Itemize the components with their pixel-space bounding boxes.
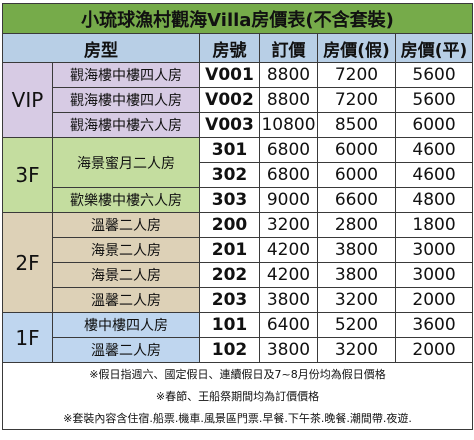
room-type-cell: 海景蜜月二人房: [52, 137, 200, 188]
list-price-cell: 3800: [259, 337, 318, 363]
room-type-cell: 觀海樓中樓四人房: [52, 62, 200, 88]
weekday-price-cell: 2000: [394, 287, 474, 313]
note-row: ※套裝內容含住宿.船票.機車.風景區門票.早餐.下午茶.晚餐.潮間帶.夜遊.: [1, 407, 474, 430]
holiday-price-cell: 3800: [317, 262, 396, 288]
table-row: 海景二人房 201 4200 3800 3000: [3, 237, 474, 263]
table-row: 3F 海景蜜月二人房 301 6800 6000 4600: [2, 137, 474, 213]
list-price-cell: 6800: [259, 137, 318, 163]
header-room-no: 房號: [199, 33, 260, 63]
table-row: 歡樂樓中樓六人房 303 9000 6600 4800: [3, 187, 474, 213]
group-label-1f: 1F: [2, 312, 53, 363]
room-code-cell: 202: [199, 262, 260, 288]
room-type-cell: 海景二人房: [52, 262, 200, 288]
header-room-type: 房型: [2, 33, 200, 63]
header-weekday-price: 房價(平): [394, 33, 474, 63]
list-price-cell: 3800: [259, 287, 318, 313]
note-festival-pricing: ※春節、王船祭期間均為訂價價格: [1, 385, 474, 407]
room-type-cell: 溫馨二人房: [52, 212, 200, 238]
list-price-cell: 4200: [259, 237, 318, 263]
list-price-cell: 3200: [259, 212, 318, 238]
header-holiday-price: 房價(假): [317, 33, 396, 63]
table-row: 溫馨二人房 203 3800 3200 2000: [3, 287, 474, 313]
table-row: 1F 樓中樓四人房 101 6400 5200 3600: [2, 312, 474, 363]
room-code-cell: 303: [199, 187, 260, 213]
room-code-cell: 201: [199, 237, 260, 263]
room-type-cell: 觀海樓中樓四人房: [52, 87, 200, 113]
weekday-price-cell: 1800: [394, 212, 474, 238]
note-holiday-definition: ※假日指週六、國定假日、連續假日及7~8月份均為假日價格: [1, 362, 474, 385]
table-row: 302 6800 6000 4600: [3, 162, 474, 188]
weekday-price-cell: 4600: [394, 137, 474, 163]
room-code-cell: 101: [199, 312, 260, 338]
header-list-price: 訂價: [259, 33, 318, 63]
holiday-price-cell: 7200: [317, 87, 396, 113]
room-type-cell: 歡樂樓中樓六人房: [52, 187, 200, 213]
holiday-price-cell: 8500: [317, 112, 396, 138]
weekday-price-cell: 3000: [394, 262, 474, 288]
table-title: 小琉球漁村觀海Villa房價表(不含套裝): [1, 3, 474, 34]
room-type-cell: 溫馨二人房: [52, 287, 200, 313]
group-label-vip: VIP: [2, 62, 53, 138]
list-price-cell: 8800: [259, 87, 318, 113]
table-row: 溫馨二人房 102 3800 3200 2000: [3, 337, 474, 363]
group-label-3f: 3F: [2, 137, 53, 213]
weekday-price-cell: 4600: [394, 162, 474, 188]
weekday-price-cell: 4800: [394, 187, 474, 213]
title-row: 小琉球漁村觀海Villa房價表(不含套裝): [1, 3, 474, 34]
room-code-cell: V001: [199, 62, 260, 88]
header-row: 房型 房號 訂價 房價(假) 房價(平): [2, 33, 474, 63]
room-code-cell: 203: [199, 287, 260, 313]
list-price-cell: 6800: [259, 162, 318, 188]
holiday-price-cell: 6000: [317, 162, 396, 188]
list-price-cell: 6400: [259, 312, 318, 338]
table-row: 觀海樓中樓四人房 V002 8800 7200 5600: [3, 87, 474, 113]
room-type-cell: 觀海樓中樓六人房: [52, 112, 200, 138]
note-row: ※春節、王船祭期間均為訂價價格: [1, 385, 474, 407]
price-table: 小琉球漁村觀海Villa房價表(不含套裝) 房型 房號 訂價 房價(假) 房價(…: [1, 3, 474, 430]
group-label-2f: 2F: [2, 212, 53, 313]
list-price-cell: 9000: [259, 187, 318, 213]
room-type-cell: 海景二人房: [52, 237, 200, 263]
table-row: 海景二人房 202 4200 3800 3000: [3, 262, 474, 288]
note-row: ※假日指週六、國定假日、連續假日及7~8月份均為假日價格: [1, 362, 474, 385]
list-price-cell: 10800: [259, 112, 318, 138]
room-code-cell: 302: [199, 162, 260, 188]
holiday-price-cell: 6600: [317, 187, 396, 213]
table-row: VIP 觀海樓中樓四人房 V001 8800 7200 5600: [2, 62, 474, 138]
holiday-price-cell: 5200: [317, 312, 396, 338]
holiday-price-cell: 3800: [317, 237, 396, 263]
weekday-price-cell: 5600: [394, 87, 474, 113]
table-row: 2F 溫馨二人房 200 3200 2800 1800: [2, 212, 474, 313]
room-type-cell: 溫馨二人房: [52, 337, 200, 363]
room-code-cell: V003: [199, 112, 260, 138]
room-code-cell: V002: [199, 87, 260, 113]
room-code-cell: 102: [199, 337, 260, 363]
holiday-price-cell: 2800: [317, 212, 396, 238]
weekday-price-cell: 3000: [394, 237, 474, 263]
weekday-price-cell: 3600: [394, 312, 474, 338]
weekday-price-cell: 6000: [394, 112, 474, 138]
room-code-cell: 301: [199, 137, 260, 163]
list-price-cell: 4200: [259, 262, 318, 288]
table-row: 觀海樓中樓六人房 V003 10800 8500 6000: [3, 112, 474, 138]
holiday-price-cell: 3200: [317, 287, 396, 313]
weekday-price-cell: 5600: [394, 62, 474, 88]
holiday-price-cell: 6000: [317, 137, 396, 163]
room-type-cell: 樓中樓四人房: [52, 312, 200, 338]
holiday-price-cell: 3200: [317, 337, 396, 363]
note-package-contents: ※套裝內容含住宿.船票.機車.風景區門票.早餐.下午茶.晚餐.潮間帶.夜遊.: [1, 407, 474, 430]
weekday-price-cell: 2000: [394, 337, 474, 363]
room-code-cell: 200: [199, 212, 260, 238]
list-price-cell: 8800: [259, 62, 318, 88]
holiday-price-cell: 7200: [317, 62, 396, 88]
